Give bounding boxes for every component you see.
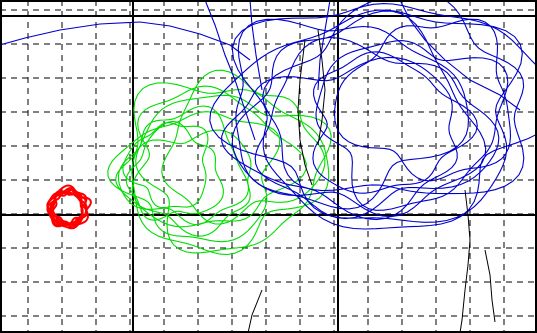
series-green-loop xyxy=(135,94,332,254)
series-blue-group xyxy=(0,0,537,230)
series-black-trail xyxy=(247,289,263,333)
series-green-loop xyxy=(115,129,252,237)
series-red-group xyxy=(46,184,92,230)
series-red-loop xyxy=(48,191,84,225)
series-green-group xyxy=(107,69,332,256)
series-red-loop xyxy=(46,191,92,226)
series-blue-loop xyxy=(334,18,512,182)
series-black-trail xyxy=(297,39,313,186)
series-blue-trail xyxy=(204,0,256,141)
series-green-loop xyxy=(107,111,281,243)
series-blue-loop xyxy=(231,10,487,218)
series-black-group xyxy=(247,29,496,333)
series-black-trail xyxy=(459,189,471,333)
series-blue-loop xyxy=(209,9,523,223)
series-green-loop xyxy=(131,85,307,228)
series-blue-loop xyxy=(231,3,537,230)
series-black-trail xyxy=(317,29,326,146)
series-green-loop xyxy=(161,69,326,225)
series-blue-trail xyxy=(249,0,263,91)
series-blue-loop xyxy=(221,56,458,221)
series-blue-loop xyxy=(235,18,469,210)
series-green-loop xyxy=(122,122,209,209)
series-blue-trail xyxy=(399,0,521,111)
series-black-trail xyxy=(484,249,496,323)
series-green-loop xyxy=(131,82,330,256)
series-blue-loop xyxy=(315,40,509,211)
series-blue-loop xyxy=(312,51,478,194)
series-blue-trail xyxy=(317,0,331,91)
